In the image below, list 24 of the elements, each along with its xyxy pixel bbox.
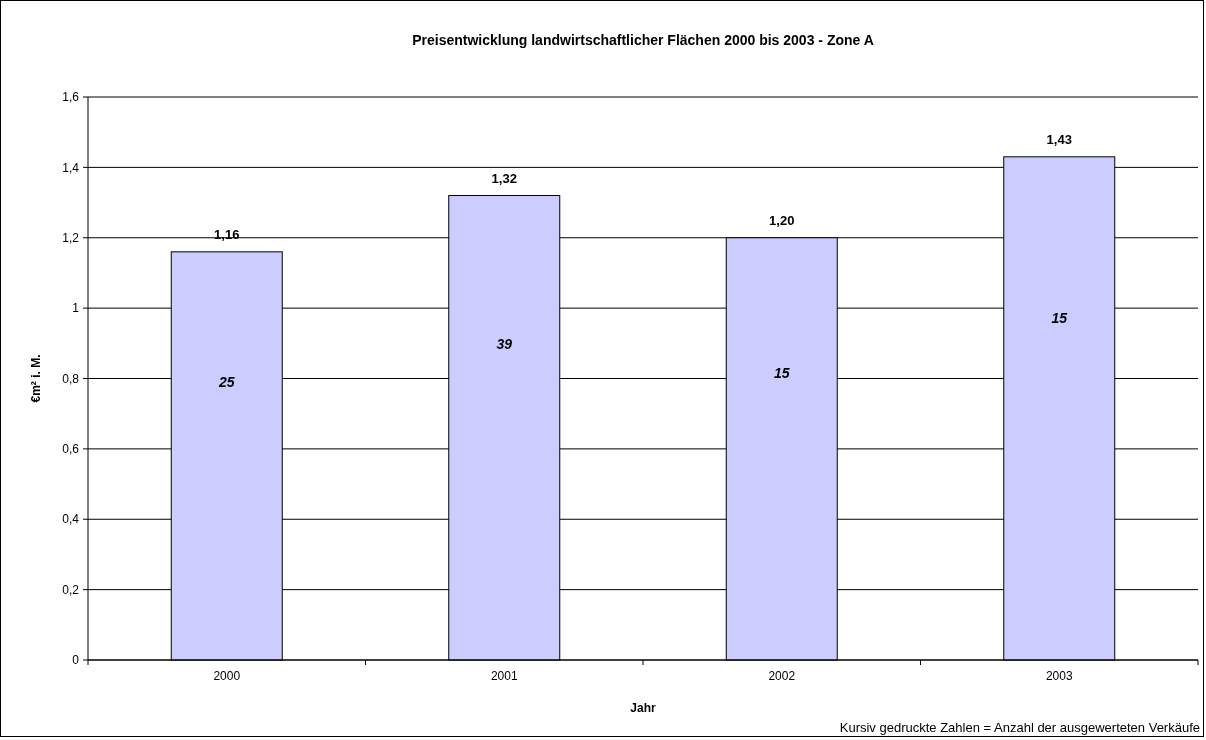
chart-title: Preisentwicklung landwirtschaftlicher Flächen 2000 bis 2003 - Zone A [412, 32, 874, 48]
data-label: 1,43 [1046, 131, 1072, 147]
x-tick-label: 2000 [213, 669, 241, 683]
y-tick-label: 0,8 [62, 371, 80, 386]
x-tick-label: 2002 [768, 669, 796, 683]
y-tick-label: 1,6 [62, 90, 80, 105]
y-tick-label: 1,2 [62, 230, 80, 245]
x-axis-title: Jahr [630, 701, 656, 715]
annotation: 25 [217, 374, 235, 391]
annotation: 15 [1051, 309, 1068, 326]
y-axis-title: €m² i. M. [29, 354, 43, 403]
y-tick-label: 0,4 [62, 512, 80, 527]
x-tick-label: 2003 [1045, 669, 1073, 683]
y-tick-label: 0,6 [62, 442, 80, 457]
data-label: 1,20 [769, 212, 795, 228]
y-tick-label: 1,4 [62, 160, 80, 175]
annotation: 39 [496, 336, 513, 353]
annotation: 15 [773, 364, 790, 381]
y-tick-label: 0 [72, 653, 80, 668]
y-tick-label: 1 [72, 301, 80, 316]
y-tick-label: 0,2 [62, 582, 80, 597]
x-tick-label: 2001 [490, 669, 518, 683]
data-label: 1,32 [491, 170, 517, 186]
text: Kursiv gedruckte Zahlen = Anzahl der ausgewerteten Verkäufe [839, 720, 1200, 735]
